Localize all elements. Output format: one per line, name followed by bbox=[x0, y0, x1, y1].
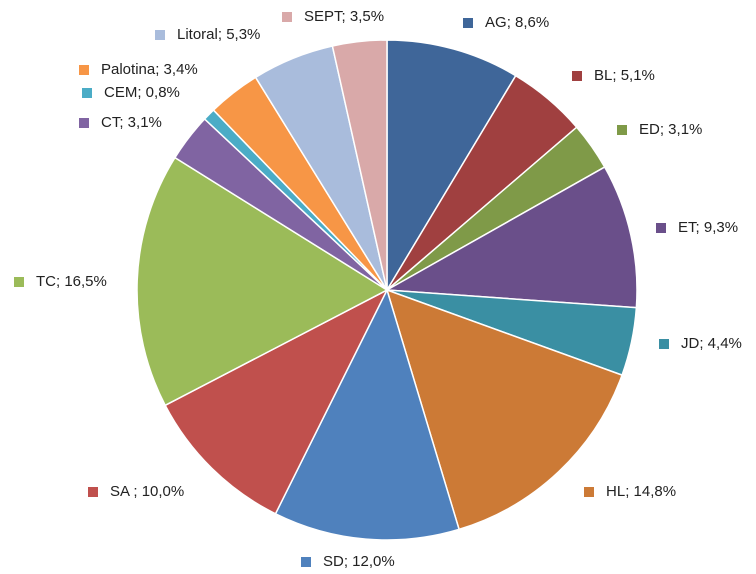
label-marker bbox=[584, 487, 594, 497]
label-category: BL bbox=[594, 67, 612, 84]
label-marker bbox=[282, 12, 292, 22]
label-value: ; 3,1% bbox=[660, 121, 703, 138]
label-value: ; 16,5% bbox=[56, 273, 107, 290]
label-marker bbox=[79, 65, 89, 75]
data-label: CEM; 0,8% bbox=[104, 84, 180, 101]
label-category: ED bbox=[639, 121, 660, 138]
label-marker bbox=[79, 118, 89, 128]
data-label: SD; 12,0% bbox=[323, 553, 395, 570]
label-category: HL bbox=[606, 483, 625, 500]
label-category: AG bbox=[485, 14, 507, 31]
data-label: TC; 16,5% bbox=[36, 273, 107, 290]
label-category: SEPT bbox=[304, 8, 343, 25]
pie-slice bbox=[274, 287, 461, 541]
data-label: BL; 5,1% bbox=[594, 67, 655, 84]
pie-slice bbox=[384, 166, 638, 309]
label-category: SA bbox=[110, 483, 130, 500]
label-category: JD bbox=[681, 335, 700, 352]
label-value: ; 12,0% bbox=[344, 553, 395, 570]
label-marker bbox=[659, 339, 669, 349]
label-value: ; 3,5% bbox=[342, 8, 385, 25]
data-label: SA ; 10,0% bbox=[110, 483, 184, 500]
label-value: ; 5,3% bbox=[218, 26, 261, 43]
label-category: Palotina bbox=[101, 61, 156, 78]
label-category: Litoral bbox=[177, 26, 218, 43]
pie-slice bbox=[164, 288, 389, 515]
label-marker bbox=[617, 125, 627, 135]
label-marker bbox=[656, 223, 666, 233]
data-label: CT; 3,1% bbox=[101, 114, 162, 131]
label-category: ET bbox=[678, 219, 697, 236]
data-label: AG; 8,6% bbox=[485, 14, 549, 31]
label-value: ; 0,8% bbox=[137, 84, 180, 101]
data-label: JD; 4,4% bbox=[681, 335, 742, 352]
label-value: ; 3,4% bbox=[155, 61, 198, 78]
label-category: SD bbox=[323, 553, 344, 570]
label-value: ; 3,1% bbox=[119, 114, 162, 131]
data-label: Palotina; 3,4% bbox=[101, 61, 198, 78]
data-label: ED; 3,1% bbox=[639, 121, 702, 138]
label-value: ; 14,8% bbox=[625, 483, 676, 500]
data-label: HL; 14,8% bbox=[606, 483, 676, 500]
label-marker bbox=[572, 71, 582, 81]
label-value: ; 9,3% bbox=[696, 219, 739, 236]
label-marker bbox=[88, 487, 98, 497]
label-value: ; 8,6% bbox=[507, 14, 550, 31]
label-value: ; 5,1% bbox=[612, 67, 655, 84]
label-category: TC bbox=[36, 273, 56, 290]
data-label: Litoral; 5,3% bbox=[177, 26, 260, 43]
pie-slice bbox=[136, 156, 389, 407]
label-value: ; 4,4% bbox=[699, 335, 742, 352]
pie-slice bbox=[386, 39, 517, 293]
label-marker bbox=[301, 557, 311, 567]
pie-slice bbox=[331, 39, 388, 291]
label-category: CT bbox=[101, 114, 121, 131]
label-marker bbox=[463, 18, 473, 28]
pie-slice bbox=[385, 288, 624, 531]
label-marker bbox=[14, 277, 24, 287]
label-category: CEM bbox=[104, 84, 137, 101]
data-label: ET; 9,3% bbox=[678, 219, 738, 236]
data-label: SEPT; 3,5% bbox=[304, 8, 384, 25]
label-marker bbox=[82, 88, 92, 98]
label-marker bbox=[155, 30, 165, 40]
label-value: ; 10,0% bbox=[129, 483, 184, 500]
